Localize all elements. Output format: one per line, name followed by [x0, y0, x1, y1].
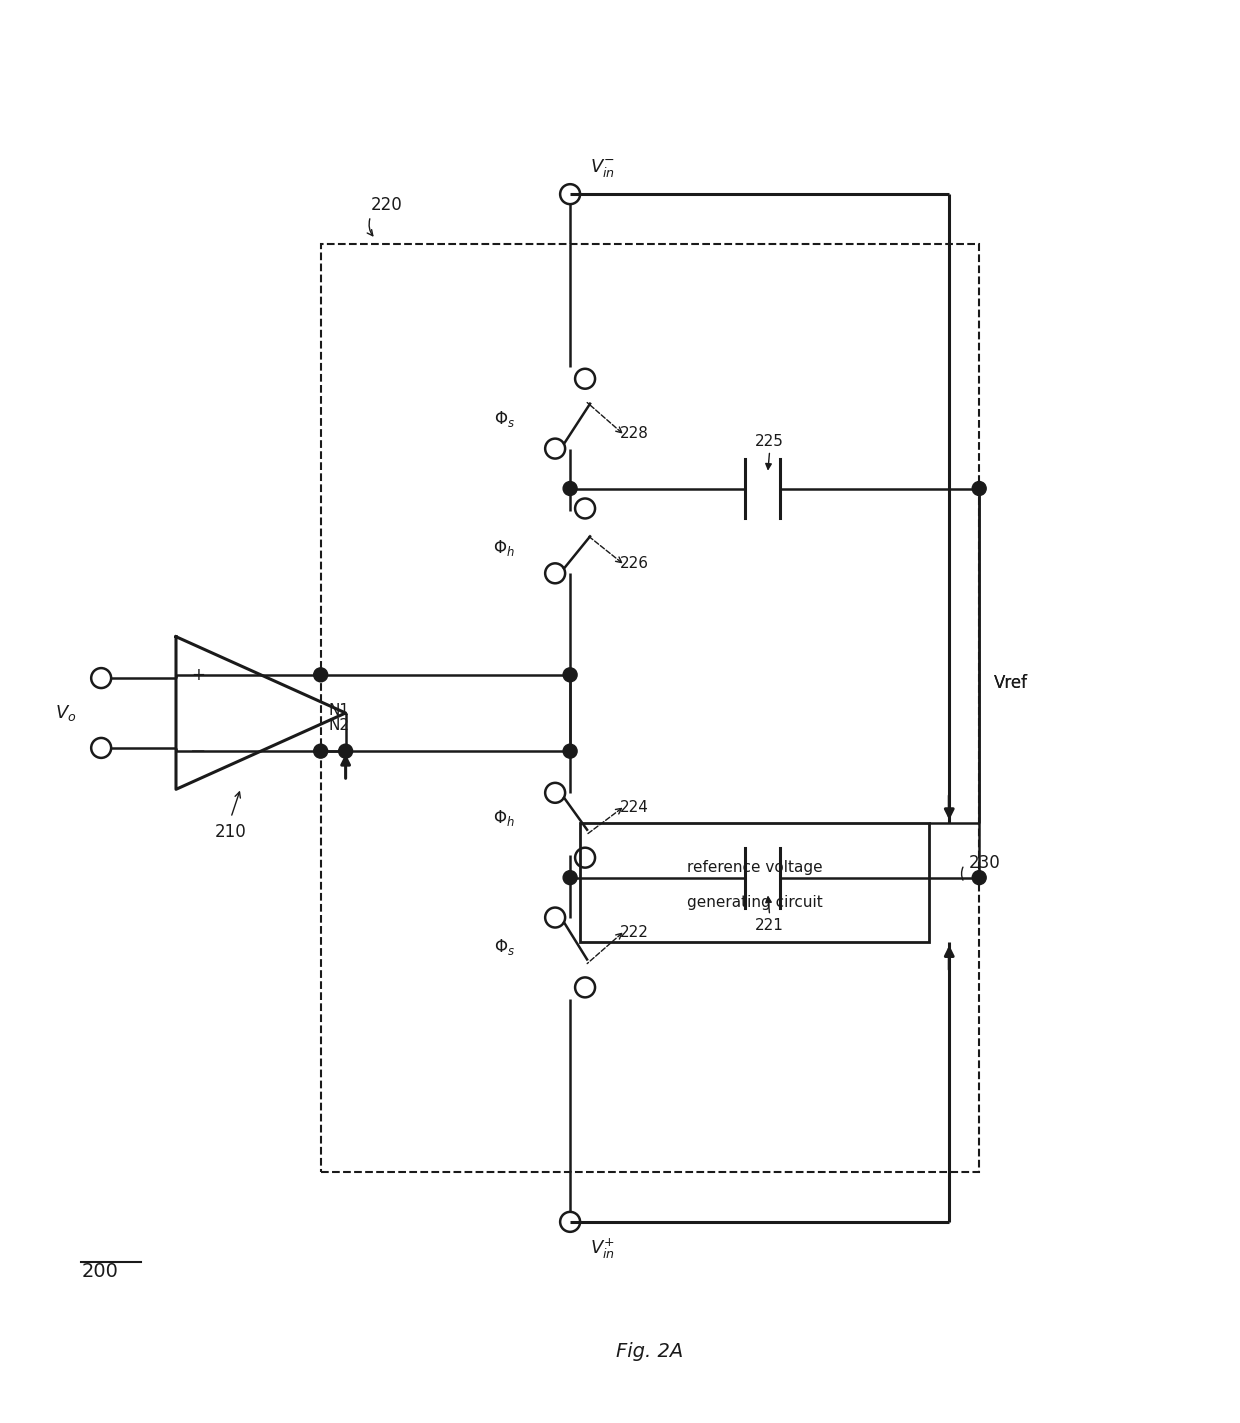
Text: 228: 228: [620, 425, 649, 441]
Text: 225: 225: [755, 434, 784, 448]
Text: $\Phi_s$: $\Phi_s$: [495, 938, 516, 958]
Text: +: +: [191, 666, 205, 684]
Bar: [580, 822, 929, 942]
Bar: [321, 245, 980, 1173]
Text: 226: 226: [620, 556, 649, 571]
Text: N1: N1: [329, 703, 350, 717]
Text: 221: 221: [755, 918, 784, 932]
Text: 224: 224: [620, 800, 649, 815]
Circle shape: [972, 481, 986, 495]
Text: 200: 200: [81, 1262, 118, 1281]
Text: $V_o$: $V_o$: [55, 703, 76, 723]
Text: generating circuit: generating circuit: [687, 895, 822, 911]
Text: $V_{in}^{+}$: $V_{in}^{+}$: [590, 1237, 615, 1261]
Text: 230: 230: [970, 854, 1001, 872]
Text: Fig. 2A: Fig. 2A: [616, 1342, 683, 1360]
Circle shape: [339, 744, 352, 758]
Text: reference voltage: reference voltage: [687, 859, 822, 875]
Text: $\Phi_s$: $\Phi_s$: [495, 408, 516, 428]
Circle shape: [563, 481, 577, 495]
Circle shape: [563, 744, 577, 758]
Text: $\Phi_h$: $\Phi_h$: [494, 808, 516, 828]
Circle shape: [563, 871, 577, 885]
Text: $V_{in}^{-}$: $V_{in}^{-}$: [590, 157, 615, 179]
Circle shape: [563, 667, 577, 682]
Text: Vref: Vref: [994, 675, 1028, 692]
Text: $\Phi_h$: $\Phi_h$: [494, 538, 516, 558]
Circle shape: [314, 744, 327, 758]
Circle shape: [314, 667, 327, 682]
Text: −: −: [190, 741, 206, 761]
Text: N2: N2: [329, 719, 350, 733]
Text: 220: 220: [371, 196, 402, 213]
Circle shape: [972, 871, 986, 885]
Text: Vref: Vref: [994, 675, 1028, 692]
Text: 222: 222: [620, 925, 649, 941]
Text: 210: 210: [215, 822, 247, 841]
